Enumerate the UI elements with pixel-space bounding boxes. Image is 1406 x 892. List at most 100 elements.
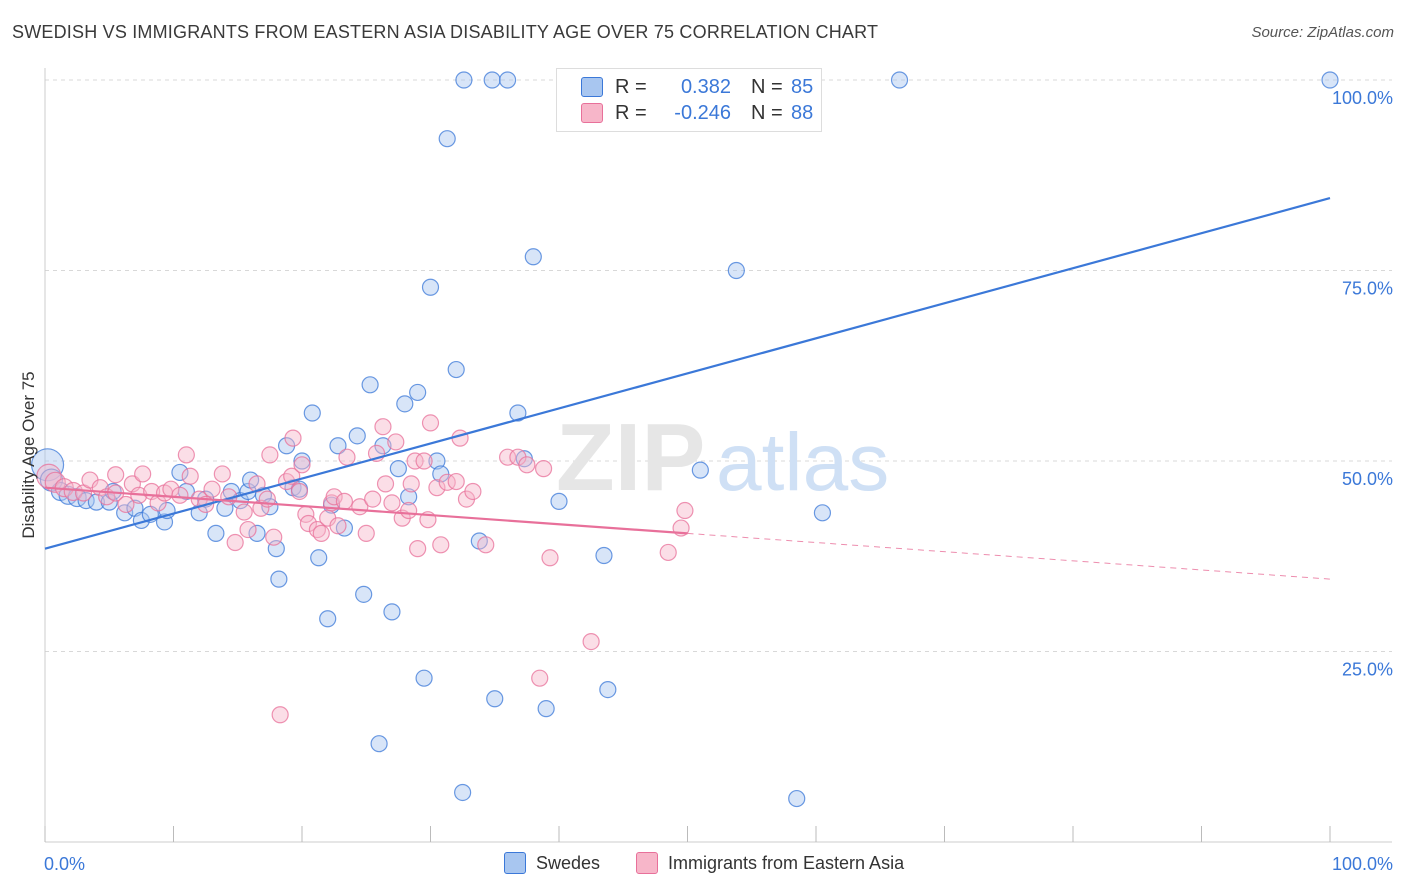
point-eastern-asia [415,452,433,470]
point-eastern-asia [213,465,231,483]
point-swedes [348,427,366,445]
trendline-swedes [44,197,1331,550]
point-swedes [293,452,311,470]
point-swedes [421,278,440,296]
point-swedes [409,383,427,402]
point-eastern-asia [676,501,694,520]
point-eastern-asia [181,467,199,485]
point-swedes [400,488,418,506]
point-eastern-asia [376,475,395,493]
point-eastern-asia [364,490,382,508]
legend-item-swedes: Swedes [504,852,600,874]
point-eastern-asia [271,706,289,724]
r-label: R = [615,75,647,98]
point-swedes [486,690,504,708]
point-swedes [550,492,568,510]
n-value-swedes: 85 [791,75,814,98]
point-swedes [428,452,446,470]
n-label: N = [751,101,783,124]
point-eastern-asia [383,494,401,512]
point-eastern-asia [464,482,482,501]
n-label: N = [751,75,783,98]
point-swedes [383,603,401,621]
point-swedes [310,549,328,567]
point-eastern-asia [312,524,330,542]
point-swedes [788,789,806,808]
point-eastern-asia [406,452,424,470]
point-eastern-asia [387,433,405,451]
point-swedes [370,735,388,753]
point-swedes [483,71,501,89]
stats-legend: R = 0.382 N = 85 R = -0.246 N = 88 [556,68,822,132]
point-eastern-asia [117,495,135,514]
point-eastern-asia [518,456,536,474]
point-eastern-asia [531,669,549,687]
point-eastern-asia [402,475,420,493]
y-tick-label: 100.0% [1332,88,1393,108]
point-eastern-asia [582,632,600,651]
point-eastern-asia [374,418,392,436]
x-tick-label-min: 0.0% [44,854,85,874]
trendline-eastern-asia-extrapolated [687,532,1331,580]
point-swedes [355,585,373,603]
point-swedes [599,680,617,699]
point-eastern-asia [432,536,450,554]
point-swedes [1321,71,1339,89]
point-swedes [454,783,472,802]
point-swedes [303,404,321,422]
point-eastern-asia [447,472,465,491]
y-axis-label: Disability Age Over 75 [19,371,38,538]
point-eastern-asia [299,514,318,533]
watermark-atlas: atlas [716,417,889,508]
point-eastern-asia [329,517,347,535]
point-eastern-asia [409,540,427,558]
stats-row-swedes: R = 0.382 N = 85 [581,75,813,99]
point-swedes [248,524,266,542]
point-swedes [499,71,517,89]
y-tick-label: 25.0% [1342,660,1393,680]
point-eastern-asia [428,479,446,497]
chart-title: SWEDISH VS IMMIGRANTS FROM EASTERN ASIA … [12,22,879,42]
point-swedes [691,461,709,479]
y-tick-label: 75.0% [1342,279,1393,299]
y-tick-label: 50.0% [1342,469,1393,489]
point-eastern-asia [261,446,279,464]
point-eastern-asia [293,456,311,474]
point-swedes [890,71,909,89]
point-swedes [524,248,542,266]
point-swedes [207,524,225,542]
point-eastern-asia [134,465,152,483]
trend-layer [44,197,1331,580]
point-eastern-asia [235,503,253,521]
point-eastern-asia [177,446,195,464]
legend-swatch-eastern-asia [636,852,658,874]
point-swedes [415,669,433,687]
point-eastern-asia [451,429,469,447]
point-swedes [361,376,379,394]
point-swedes [438,130,456,148]
point-eastern-asia [325,488,343,506]
axis-layer: 25.0% 50.0% 75.0% 100.0% 0.0% 100.0% [44,68,1393,874]
point-swedes [329,437,347,455]
point-eastern-asia [659,543,677,562]
point-swedes [396,395,414,413]
r-value-swedes: 0.382 [680,75,731,98]
point-eastern-asia [541,549,559,567]
watermark: ZIP atlas [556,404,889,511]
point-swedes [813,504,832,522]
point-swedes [727,261,745,280]
point-eastern-asia [239,520,257,539]
point-swedes [319,610,337,628]
point-eastern-asia [357,524,375,542]
stats-row-eastern-asia: R = -0.246 N = 88 [581,101,813,125]
trendline-eastern-asia [44,486,688,535]
point-eastern-asia [338,448,356,466]
point-eastern-asia [203,480,221,498]
legend-item-eastern-asia: Immigrants from Eastern Asia [636,852,904,874]
point-eastern-asia [534,460,553,478]
legend-label-swedes: Swedes [536,852,601,873]
n-value-eastern-asia: 88 [791,101,814,124]
point-eastern-asia [290,482,309,501]
point-eastern-asia [284,429,302,447]
